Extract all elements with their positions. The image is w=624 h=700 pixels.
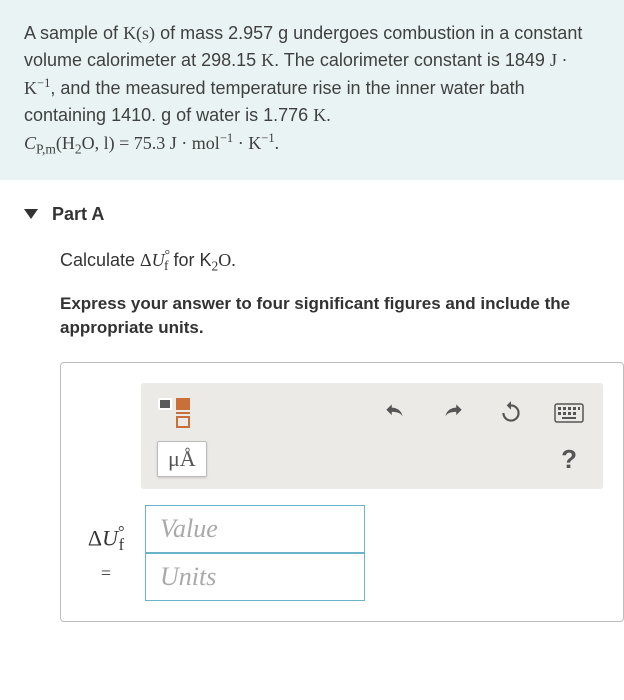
ans-delta: Δ bbox=[88, 525, 102, 550]
fraction-icon bbox=[158, 398, 192, 428]
part-a-header[interactable]: Part A bbox=[24, 204, 624, 225]
cpm-h2o-sub: 2 bbox=[75, 142, 82, 157]
keyboard-icon bbox=[554, 403, 584, 423]
fraction-template-button[interactable] bbox=[157, 395, 193, 431]
ans-sub: f bbox=[119, 535, 125, 554]
keyboard-button[interactable] bbox=[551, 395, 587, 431]
answer-box: μÅ ? ΔU°f = Value Units bbox=[60, 362, 624, 622]
part-a-section: Part A Calculate ΔU°f for K2O. Express y… bbox=[0, 180, 624, 622]
exp-neg1-c: −1 bbox=[261, 131, 274, 145]
reset-button[interactable] bbox=[493, 395, 529, 431]
redo-icon bbox=[440, 400, 466, 426]
undo-icon bbox=[382, 400, 408, 426]
calc-for: for K bbox=[169, 250, 212, 270]
calc-pre: Calculate bbox=[60, 250, 140, 270]
unit-k-2: K. bbox=[313, 105, 331, 125]
input-stack: Value Units bbox=[145, 505, 365, 601]
cpm-sub: P,m bbox=[36, 142, 56, 157]
toolbar-row-1 bbox=[157, 395, 587, 431]
calc-U: U bbox=[152, 250, 165, 270]
calc-k2o-end: O. bbox=[218, 250, 236, 270]
answer-toolbar: μÅ ? bbox=[141, 383, 603, 489]
instruction-text: Express your answer to four significant … bbox=[60, 292, 624, 340]
part-a-body: Calculate ΔU°f for K2O. Express your ans… bbox=[24, 247, 624, 622]
calculate-prompt: Calculate ΔU°f for K2O. bbox=[60, 247, 624, 275]
collapse-icon bbox=[24, 209, 38, 219]
formula-ks: K(s) bbox=[123, 23, 155, 43]
value-input[interactable]: Value bbox=[145, 505, 365, 553]
cpm-h2o-2: O, l) = 75.3 J · mol bbox=[82, 133, 220, 153]
cpm-h2o-1: (H bbox=[56, 133, 75, 153]
toolbar-row-2: μÅ ? bbox=[157, 441, 587, 477]
equals-sign: = bbox=[101, 563, 111, 584]
units-input[interactable]: Units bbox=[145, 553, 365, 601]
reset-icon bbox=[498, 400, 524, 426]
calc-delta: Δ bbox=[140, 250, 152, 270]
part-a-title: Part A bbox=[52, 204, 104, 225]
problem-statement: A sample of K(s) of mass 2.957 g undergo… bbox=[0, 0, 624, 180]
period: . bbox=[275, 133, 280, 153]
dot-k: · K bbox=[233, 133, 261, 153]
cpm-C: C bbox=[24, 133, 36, 153]
exp-neg1-a: −1 bbox=[37, 76, 50, 90]
input-area: ΔU°f = Value Units bbox=[81, 505, 603, 601]
ans-U: U bbox=[102, 525, 118, 550]
redo-button[interactable] bbox=[435, 395, 471, 431]
problem-text-4: , and the measured temperature rise in t… bbox=[24, 78, 525, 125]
exp-neg1-b: −1 bbox=[220, 131, 233, 145]
problem-text-1: A sample of bbox=[24, 23, 123, 43]
problem-text-3: . The calorimeter constant is 1849 bbox=[274, 50, 550, 70]
answer-variable-label: ΔU°f = bbox=[81, 522, 131, 585]
unit-k-1: K bbox=[261, 50, 274, 70]
help-button[interactable]: ? bbox=[561, 444, 587, 475]
units-picker-button[interactable]: μÅ bbox=[157, 441, 207, 477]
undo-button[interactable] bbox=[377, 395, 413, 431]
